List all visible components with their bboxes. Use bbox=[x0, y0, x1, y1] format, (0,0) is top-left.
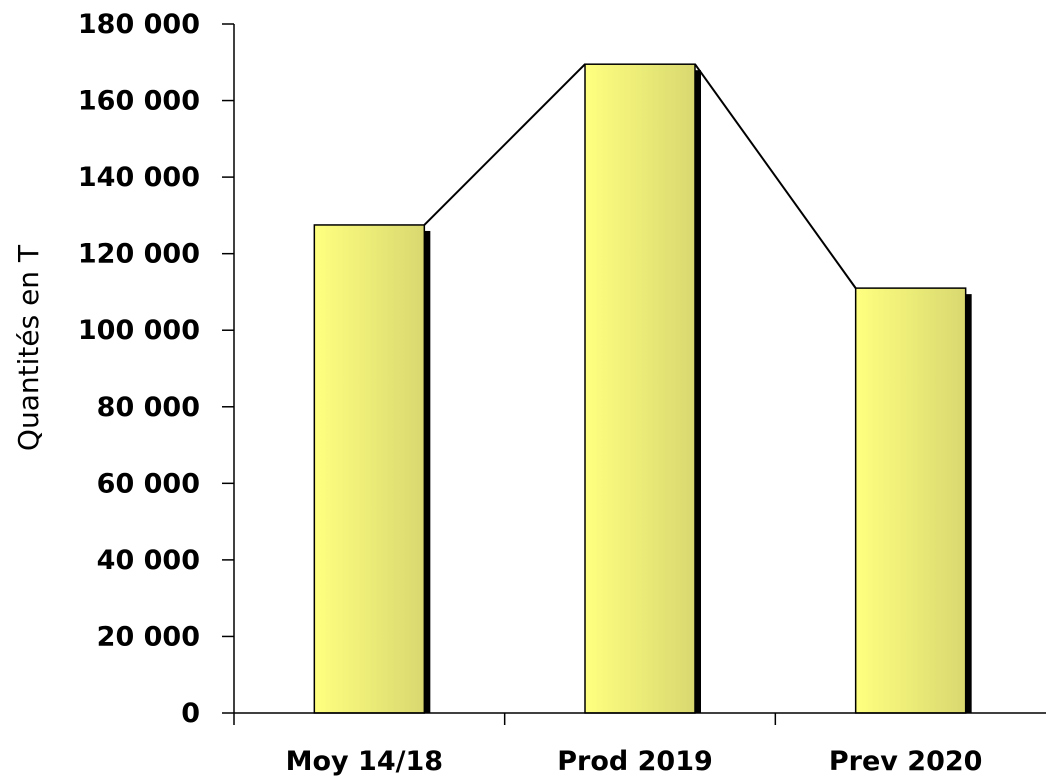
bar bbox=[313, 224, 426, 714]
y-tick-label: 60 000 bbox=[97, 468, 200, 499]
y-tick-label: 180 000 bbox=[78, 9, 200, 40]
bar bbox=[854, 287, 967, 714]
y-tick-label: 100 000 bbox=[78, 315, 200, 346]
y-axis-title: Quantités en T bbox=[12, 244, 45, 451]
y-tick-label: 80 000 bbox=[97, 392, 200, 423]
y-tick-label: 140 000 bbox=[78, 162, 200, 193]
y-tick-label: 20 000 bbox=[97, 621, 200, 652]
x-category-label: Prev 2020 bbox=[829, 746, 983, 777]
series-connector-line bbox=[423, 63, 586, 226]
bar bbox=[584, 63, 696, 714]
y-tick-label: 40 000 bbox=[97, 545, 200, 576]
y-tick-label: 0 bbox=[181, 698, 200, 729]
series-connector-line bbox=[694, 63, 857, 289]
x-category-label: Moy 14/18 bbox=[286, 746, 443, 777]
y-tick-label: 120 000 bbox=[78, 239, 200, 270]
y-tick-label: 160 000 bbox=[78, 86, 200, 117]
x-category-label: Prod 2019 bbox=[557, 746, 713, 777]
